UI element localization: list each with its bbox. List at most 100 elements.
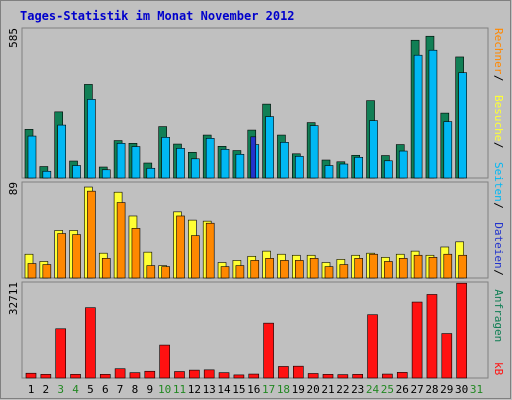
bar-rechner xyxy=(220,266,230,279)
x-tick-label: 29 xyxy=(440,383,453,396)
x-tick-label: 20 xyxy=(307,383,320,396)
bar-dateien xyxy=(294,155,304,179)
x-tick-label: 3 xyxy=(57,383,64,396)
bar-dateien xyxy=(87,99,96,179)
x-tick-label: 28 xyxy=(425,383,438,396)
bar-kb xyxy=(337,374,349,379)
bar-rechner xyxy=(235,265,245,279)
bar-kb xyxy=(203,369,215,379)
bar-dateien xyxy=(354,156,364,179)
bar-dateien xyxy=(176,148,185,179)
legend-separator: / xyxy=(492,142,505,149)
bar-kb xyxy=(218,372,230,379)
x-tick-label: 10 xyxy=(158,383,171,396)
bar-rechner xyxy=(443,253,453,279)
legend-separator: / xyxy=(492,269,505,276)
x-tick-label: 2 xyxy=(43,383,50,396)
bar-kb xyxy=(189,369,200,379)
bar-kb xyxy=(159,344,170,379)
bar-dateien xyxy=(131,146,141,179)
bar-rechner xyxy=(42,264,52,279)
bar-rechner xyxy=(369,253,378,279)
bar-kb xyxy=(233,374,245,379)
bar-kb xyxy=(396,372,408,379)
bar-dateien xyxy=(191,158,200,179)
x-tick-label: 1 xyxy=(28,383,35,396)
legend-separator: / xyxy=(492,75,505,82)
ymax-label-top: 585 xyxy=(7,28,20,48)
bar-kb xyxy=(307,373,319,379)
bar-rechner xyxy=(384,261,393,279)
bar-rechner xyxy=(458,254,467,279)
legend-dateien: Dateien xyxy=(492,222,505,268)
bar-dateien xyxy=(57,124,67,179)
x-tick-label: 8 xyxy=(132,383,139,396)
bar-dateien xyxy=(428,49,438,179)
bar-kb xyxy=(174,371,185,379)
ymax-label-middle: 89 xyxy=(7,182,20,195)
x-tick-label: 7 xyxy=(117,383,124,396)
x-tick-label: 31 xyxy=(470,383,483,396)
bar-kb xyxy=(382,373,393,379)
bar-rechner xyxy=(339,264,349,279)
bar-dateien xyxy=(161,137,170,179)
chart-title: Tages-Statistik im Monat November 2012 xyxy=(20,9,295,23)
bar-rechner xyxy=(72,234,81,279)
bar-dateien xyxy=(265,116,274,179)
bar-kb xyxy=(25,372,37,379)
x-tick-label: 25 xyxy=(381,383,394,396)
bar-kb xyxy=(85,307,96,379)
bar-kb xyxy=(70,374,81,379)
x-tick-label: 4 xyxy=(72,383,79,396)
x-tick-label: 22 xyxy=(336,383,349,396)
bar-rechner xyxy=(146,265,156,279)
bar-dateien xyxy=(369,120,378,179)
bar-kb xyxy=(411,301,423,379)
bar-dateien xyxy=(116,143,126,179)
panel-requests-files-pages xyxy=(24,35,467,179)
bar-kb xyxy=(441,333,453,379)
x-tick-label: 15 xyxy=(232,383,245,396)
bar-kb xyxy=(456,282,467,379)
legend-anfragen: Anfragen xyxy=(492,289,505,342)
bar-rechner xyxy=(309,258,319,279)
bar-rechner xyxy=(57,233,67,279)
legend-kb: kB xyxy=(492,362,505,376)
bar-dateien xyxy=(235,153,245,179)
x-axis-day-labels: 1 2 3 4 5 6 7 8 9 10 11 12 13 14 15 16 17 18 19 20 21 22 23 24 2… xyxy=(28,383,483,396)
panel-kbytes xyxy=(25,282,467,379)
bar-rechner xyxy=(191,235,200,279)
bar-dateien xyxy=(324,165,334,179)
bar-rechner xyxy=(161,266,170,279)
bar-rechner xyxy=(116,202,126,279)
bar-kb xyxy=(367,314,378,379)
bar-rechner xyxy=(280,260,289,279)
bar-rechner xyxy=(265,258,274,279)
bar-kb xyxy=(55,328,67,379)
bar-dateien xyxy=(220,148,230,179)
bar-kb xyxy=(40,374,52,379)
bar-rechner xyxy=(324,266,334,279)
bar-dateien xyxy=(398,150,408,179)
bar-dateien xyxy=(27,135,37,179)
x-tick-label: 13 xyxy=(203,383,216,396)
chart-panels xyxy=(21,27,489,379)
bar-rechner xyxy=(250,260,260,279)
bar-kb xyxy=(322,374,334,379)
x-tick-label: 12 xyxy=(188,383,201,396)
bar-seiten xyxy=(250,136,257,179)
bar-rechner xyxy=(428,257,438,279)
bar-kb xyxy=(248,373,260,379)
x-tick-label: 21 xyxy=(321,383,334,396)
bar-dateien xyxy=(339,163,349,179)
bar-kb xyxy=(278,366,289,379)
bar-rechner xyxy=(398,258,408,279)
bar-rechner xyxy=(101,258,111,279)
bar-dateien xyxy=(42,170,52,179)
bar-dateien xyxy=(443,121,453,179)
x-tick-label: 26 xyxy=(396,383,409,396)
bar-rechner xyxy=(87,190,96,279)
bar-rechner xyxy=(27,263,37,279)
